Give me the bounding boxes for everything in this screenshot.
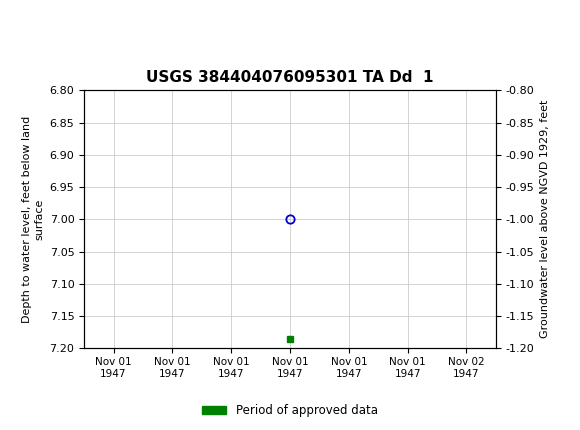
Title: USGS 384404076095301 TA Dd  1: USGS 384404076095301 TA Dd 1 [146, 70, 434, 85]
Text: ▒USGS: ▒USGS [9, 9, 67, 31]
Legend: Period of approved data: Period of approved data [198, 399, 382, 422]
Y-axis label: Depth to water level, feet below land
surface: Depth to water level, feet below land su… [23, 116, 44, 323]
Y-axis label: Groundwater level above NGVD 1929, feet: Groundwater level above NGVD 1929, feet [540, 100, 550, 338]
